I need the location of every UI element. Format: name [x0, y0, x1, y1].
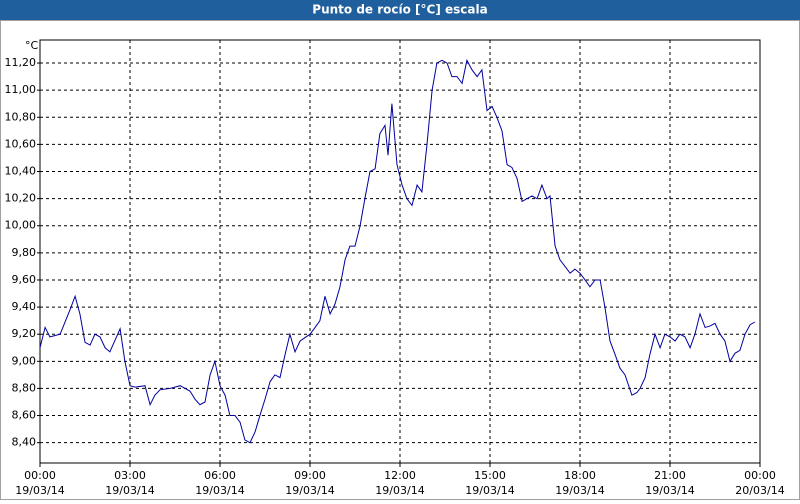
y-tick-label: 9,80: [12, 246, 37, 259]
y-tick-label: 10,20: [5, 192, 37, 205]
x-tick-date: 19/03/14: [375, 484, 424, 497]
y-tick-label: 8,40: [12, 436, 37, 449]
y-tick-label: 11,20: [5, 56, 37, 69]
x-tick-label: 15:00: [474, 469, 506, 482]
x-tick-label: 03:00: [114, 469, 146, 482]
x-tick-label: 18:00: [564, 469, 596, 482]
chart-title: Punto de rocío [°C] escala: [312, 3, 487, 17]
x-tick-label: 09:00: [294, 469, 326, 482]
y-tick-label: 10,00: [5, 219, 37, 232]
x-tick-date: 19/03/14: [465, 484, 514, 497]
line-series: [39, 58, 756, 444]
x-tick-date: 19/03/14: [645, 484, 694, 497]
y-tick-label: 11,00: [5, 83, 37, 96]
y-tick-label: 10,80: [5, 110, 37, 123]
y-tick-label: 10,40: [5, 165, 37, 178]
y-tick-label: 9,60: [12, 273, 37, 286]
y-tick-label: 9,00: [12, 354, 37, 367]
x-tick-label: 21:00: [654, 469, 686, 482]
x-tick-date: 19/03/14: [195, 484, 244, 497]
x-tick-label: 12:00: [384, 469, 416, 482]
x-tick-label: 06:00: [204, 469, 236, 482]
y-tick-label: 10,60: [5, 137, 37, 150]
x-tick-date: 19/03/14: [105, 484, 154, 497]
x-tick-date: 19/03/14: [15, 484, 64, 497]
x-tick-date: 19/03/14: [555, 484, 604, 497]
y-tick-label: 8,60: [12, 409, 37, 422]
x-tick-label: 00:00: [744, 469, 776, 482]
title-bar: [0, 0, 800, 20]
x-tick-date: 19/03/14: [285, 484, 334, 497]
y-tick-label: 9,20: [12, 327, 37, 340]
y-unit: °C: [25, 39, 39, 52]
x-tick-date: 20/03/14: [735, 484, 784, 497]
y-tick-label: 8,80: [12, 381, 37, 394]
y-tick-label: 9,40: [12, 300, 37, 313]
x-tick-label: 00:00: [24, 469, 56, 482]
